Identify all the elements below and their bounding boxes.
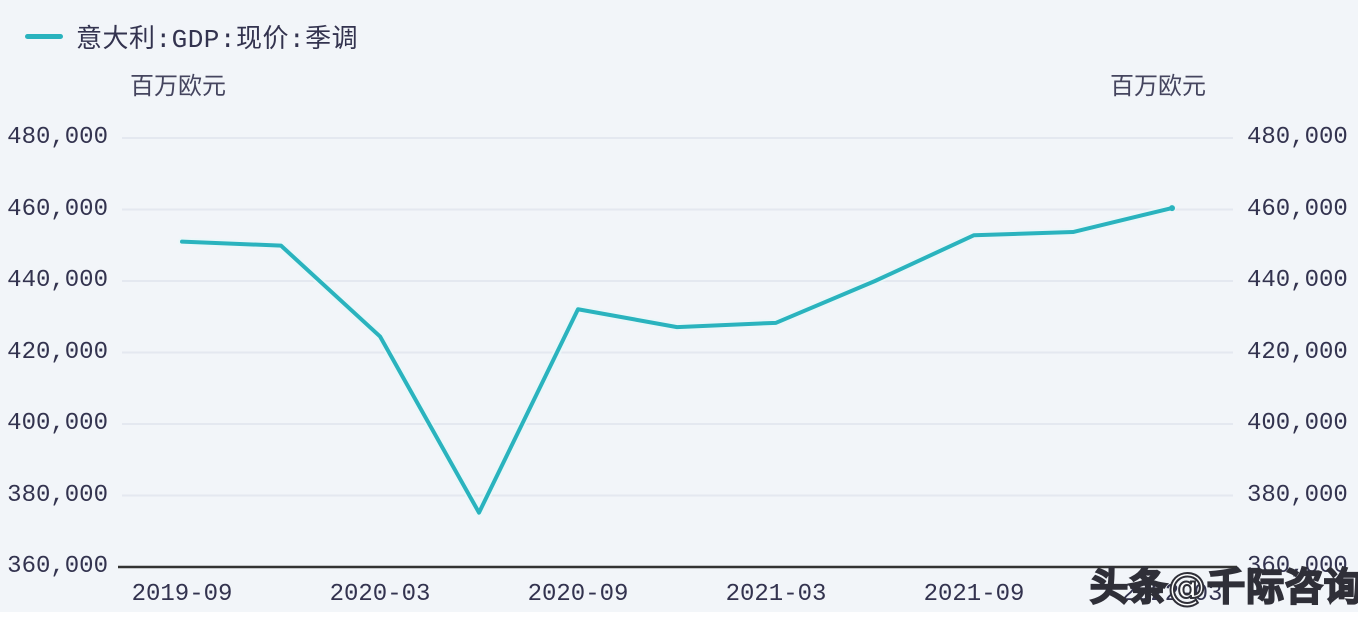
x-tick-label: 2019-09 — [131, 581, 233, 608]
y-tick-label-right: 360,000 — [1247, 553, 1348, 580]
x-tick-label: 2021-09 — [923, 581, 1025, 608]
x-tick-label: 2020-03 — [329, 581, 431, 608]
y-tick-label-right: 460,000 — [1247, 195, 1348, 223]
x-tick-label: 2022-03 — [1121, 581, 1223, 608]
watermark: 头条@千际咨询 — [1089, 564, 1358, 610]
bottom-edge-strip — [0, 612, 1358, 620]
y-tick-label-right: 480,000 — [1247, 124, 1348, 151]
y-tick-label-right: 420,000 — [1247, 338, 1348, 366]
y-tick-label-left: 480,000 — [7, 124, 108, 151]
series-line-halo — [178, 204, 1176, 517]
y-tick-label-left: 420,000 — [7, 338, 108, 366]
y-tick-label-left: 440,000 — [7, 267, 108, 294]
y-tick-label-right: 400,000 — [1247, 410, 1348, 437]
y-tick-label-left: 380,000 — [7, 481, 108, 509]
x-tick-label: 2020-09 — [527, 581, 629, 608]
legend-series-label: 意大利:GDP:现价:季调 — [76, 25, 359, 55]
legend-line-swatch — [25, 34, 63, 39]
y-tick-label-left: 460,000 — [7, 195, 108, 223]
y-axis-unit-right: 百万欧元 — [1110, 75, 1206, 102]
series-end-point — [1169, 205, 1175, 212]
y-tick-label-right: 380,000 — [1247, 481, 1348, 509]
y-tick-label-left: 360,000 — [7, 553, 108, 580]
legend: 意大利:GDP:现价:季调 — [25, 18, 358, 55]
y-tick-label-right: 440,000 — [1247, 267, 1348, 294]
y-axis-unit-left: 百万欧元 — [130, 75, 226, 102]
y-tick-label-left: 400,000 — [7, 410, 108, 437]
x-tick-label: 2021-03 — [725, 581, 827, 608]
series-line — [180, 206, 1174, 515]
